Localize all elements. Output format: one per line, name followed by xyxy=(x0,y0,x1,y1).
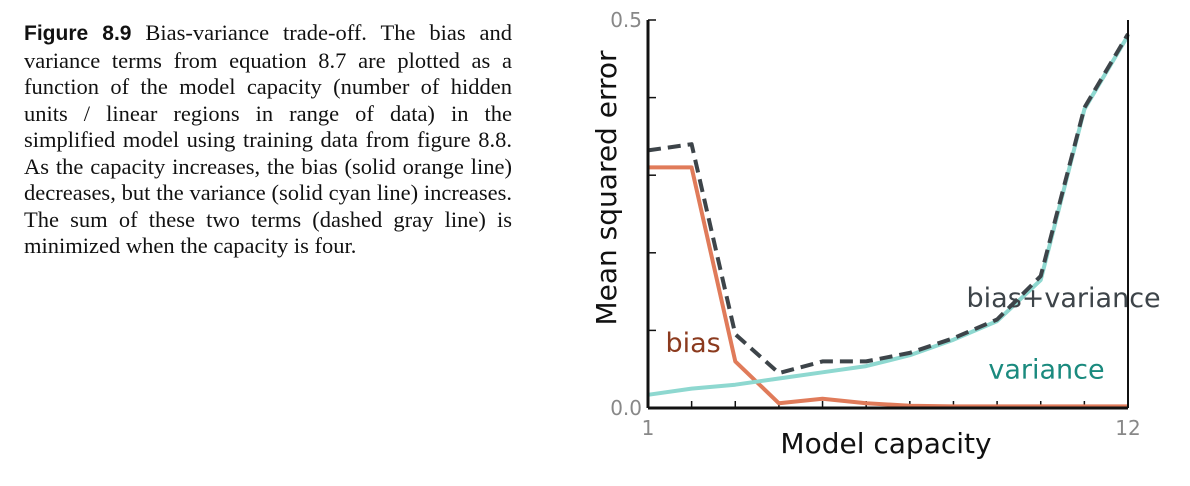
annotations: bias+variance bias variance xyxy=(665,283,1160,385)
y-tick-label: 0.5 xyxy=(610,8,642,32)
figure-label: Figure 8.9 xyxy=(24,22,132,45)
y-tick-label: 0.0 xyxy=(610,396,642,420)
y-axis-label: Mean squared error xyxy=(590,50,623,326)
series-line-bias-variance xyxy=(647,32,1130,376)
series-lines xyxy=(647,32,1130,409)
x-tick-label: 1 xyxy=(642,416,655,440)
figure-caption-text: Bias-variance trade-off. The bias and va… xyxy=(24,20,512,258)
x-tick-label: 12 xyxy=(1115,416,1140,440)
annotation-variance: variance xyxy=(988,355,1104,386)
series-line-bias xyxy=(648,165,1128,409)
figure-caption: Figure 8.9 Bias-variance trade-off. The … xyxy=(24,20,512,260)
annotation-bias: bias xyxy=(665,328,720,359)
axis-frame xyxy=(646,20,1129,410)
bias-variance-chart: 0.0 0.5 1 12 Model capacity Mean squared er… xyxy=(590,8,1161,460)
x-axis-label: Model capacity xyxy=(780,427,991,460)
annotation-bias-variance: bias+variance xyxy=(967,283,1161,314)
tick-labels: 0.0 0.5 1 12 xyxy=(610,8,1141,440)
